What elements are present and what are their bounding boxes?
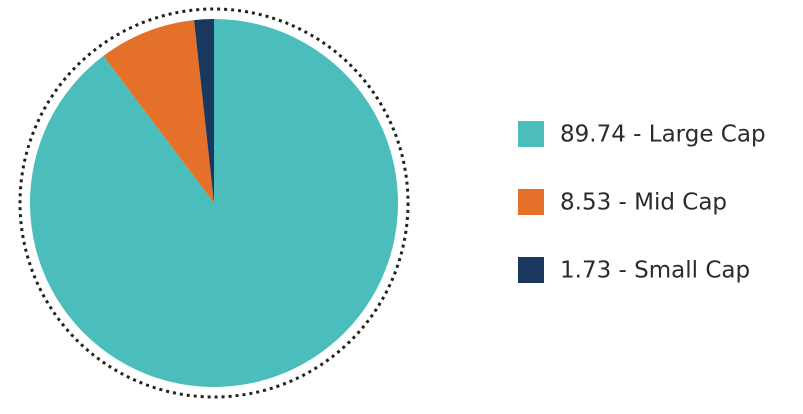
legend-label: 8.53 - Mid Cap	[560, 190, 727, 216]
legend-label: 89.74 - Large Cap	[560, 122, 766, 148]
legend-swatch	[518, 257, 544, 283]
pie-slice	[103, 20, 214, 204]
pie-slice	[29, 19, 398, 387]
dotted-ring	[18, 7, 410, 399]
legend-swatch	[518, 189, 544, 215]
pie-slice	[194, 19, 214, 203]
legend-label: 1.73 - Small Cap	[560, 258, 750, 284]
legend-swatch	[518, 121, 544, 147]
